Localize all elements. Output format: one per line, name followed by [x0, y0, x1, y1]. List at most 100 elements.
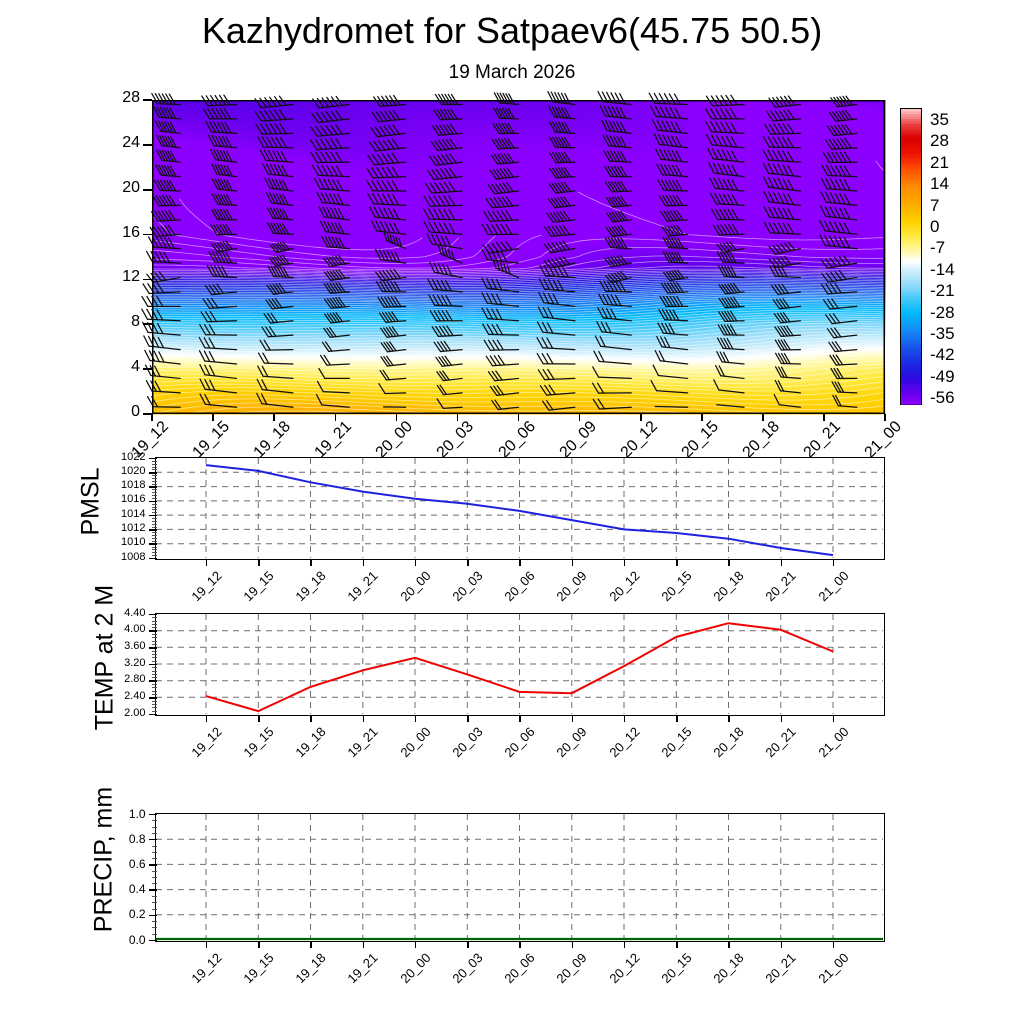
contour-cell [399, 102, 405, 105]
contour-cell [202, 104, 208, 107]
contour-cell [344, 106, 350, 109]
contour-cell [527, 102, 533, 105]
contour-cell [211, 102, 217, 105]
contour-cell [518, 102, 524, 105]
contour-cell [248, 106, 254, 109]
contour-cell [578, 104, 584, 107]
contour-cell [312, 106, 318, 109]
contour-cell [376, 102, 382, 105]
contour-cell [610, 104, 616, 107]
contour-cell [326, 102, 332, 105]
contour-cell [742, 102, 749, 105]
contour-cell [202, 106, 208, 109]
contour-cell [170, 104, 176, 107]
contour-cell [811, 104, 817, 107]
contour-cell [651, 102, 657, 105]
contour-cell [555, 104, 561, 107]
contour-cell [289, 102, 295, 105]
contour-cell [509, 104, 515, 107]
contour-cell [646, 104, 652, 107]
contour-cell [454, 104, 460, 107]
contour-cell [174, 104, 181, 107]
contour-cell [271, 106, 277, 109]
contour-cell [568, 102, 575, 105]
contour-cell [422, 104, 428, 107]
contour-cell [193, 106, 199, 109]
contour-cell [422, 102, 428, 105]
contour-cell [358, 104, 364, 107]
contour-cell [642, 104, 648, 107]
contour-cell [541, 104, 547, 107]
contour-cell [252, 104, 258, 107]
contour-cell [481, 104, 488, 107]
contour-cell [239, 106, 245, 109]
contour-cell [362, 102, 368, 105]
contour-cell [458, 104, 465, 107]
contour-cell [335, 106, 341, 109]
contour-cell [857, 102, 863, 105]
contour-cell [834, 102, 840, 105]
contour-cell [202, 102, 208, 105]
page-title: Kazhydromet for Satpaev6(45.75 50.5) [0, 10, 1024, 52]
contour-cell [257, 102, 263, 105]
contour-cell [513, 102, 520, 105]
contour-cell [417, 104, 423, 107]
contour-cell [550, 104, 556, 107]
contour-cell [449, 102, 455, 105]
contour-cell [596, 104, 602, 107]
contour-cell [710, 102, 717, 105]
contour-cell [582, 104, 588, 107]
contour-cell [463, 102, 469, 105]
contour-cell [688, 104, 694, 107]
contour-cell [371, 104, 378, 107]
contour-cell [431, 102, 437, 105]
contour-cell [637, 102, 643, 105]
contour-cell [541, 102, 547, 105]
contour-cell [523, 102, 529, 105]
contour-cell [284, 102, 291, 105]
contour-cell [426, 104, 433, 107]
contour-cell [298, 106, 304, 109]
contour-cell [788, 102, 794, 105]
contour-cell [335, 102, 341, 105]
contour-cell [225, 102, 231, 105]
contour-cell [724, 102, 730, 105]
contour-cell [866, 104, 872, 107]
contour-cell [330, 102, 336, 105]
contour-cell [174, 102, 181, 105]
contour-cell [440, 104, 446, 107]
contour-cell [857, 104, 863, 107]
contour-cell [399, 104, 405, 107]
contour-cell [793, 102, 799, 105]
contour-cell [591, 104, 597, 107]
contour-cell [248, 104, 254, 107]
contour-cell [875, 104, 882, 107]
contour-cell [280, 106, 286, 109]
contour-cell [348, 106, 355, 109]
contour-cell [747, 104, 753, 107]
contour-cell [243, 106, 249, 109]
contour-cell [752, 102, 758, 105]
contour-cell [871, 102, 877, 105]
contour-cell [678, 102, 685, 105]
contour-cell [871, 104, 877, 107]
contour-cell [165, 104, 171, 107]
contour-cell [816, 102, 822, 105]
contour-cell [468, 102, 474, 105]
sounding-plot [141, 90, 886, 415]
contour-cell [234, 102, 240, 105]
contour-cell [633, 102, 639, 105]
contour-cell [770, 104, 776, 107]
contour-cell [179, 106, 185, 109]
contour-cell [156, 104, 162, 107]
contour-cell [545, 102, 552, 105]
contour-cell [170, 106, 176, 109]
contour-cell [316, 102, 323, 105]
contour-cell [692, 104, 698, 107]
contour-cell [294, 104, 300, 107]
contour-cell [701, 102, 707, 105]
contour-cell [431, 104, 437, 107]
contour-cell [747, 102, 753, 105]
contour-cell [761, 104, 767, 107]
contour-cell [179, 102, 185, 105]
